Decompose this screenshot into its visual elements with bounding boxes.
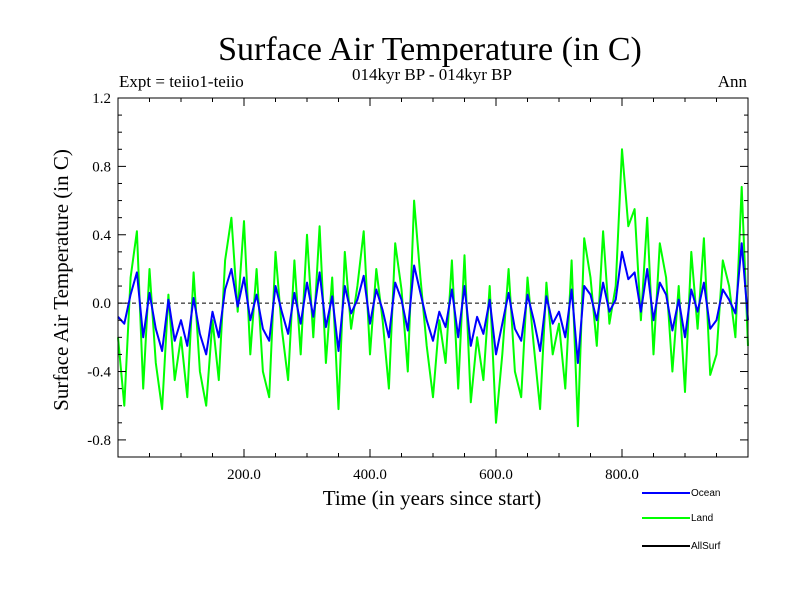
legend-label-land: Land — [691, 513, 713, 524]
x-tick-label: 600.0 — [479, 467, 513, 483]
y-tick-label: 1.2 — [92, 91, 111, 107]
x-tick-label: 400.0 — [353, 467, 387, 483]
y-tick-label: 0.0 — [92, 296, 111, 312]
y-tick-label: -0.8 — [87, 433, 111, 449]
y-axis-label: Surface Air Temperature (in C) — [49, 149, 73, 411]
y-tick-label: 0.4 — [92, 228, 111, 244]
experiment-label: Expt = teiio1-teiio — [119, 72, 244, 91]
x-tick-label: 200.0 — [227, 467, 261, 483]
legend-label-ocean: Ocean — [691, 488, 720, 499]
plot-frame — [117, 97, 749, 458]
series-line-ocean — [117, 242, 749, 364]
y-tick-label: 0.8 — [92, 159, 111, 175]
chart-title: Surface Air Temperature (in C) — [218, 31, 642, 68]
period-label: 014kyr BP - 014kyr BP — [352, 65, 512, 84]
x-tick-label: 800.0 — [605, 467, 639, 483]
season-label: Ann — [718, 72, 748, 91]
y-tick-label: -0.4 — [87, 365, 111, 381]
legend: Ocean Land AllSurf — [642, 488, 721, 552]
x-axis-label: Time (in years since start) — [323, 486, 542, 510]
axes: 200.0 400.0 600.0 800.0 1.2 0.8 0.4 0.0 -0.4 -0.8 — [87, 91, 748, 483]
legend-label-allsurf: AllSurf — [691, 541, 721, 552]
series-line-land — [117, 148, 749, 428]
plot-series — [117, 148, 749, 428]
